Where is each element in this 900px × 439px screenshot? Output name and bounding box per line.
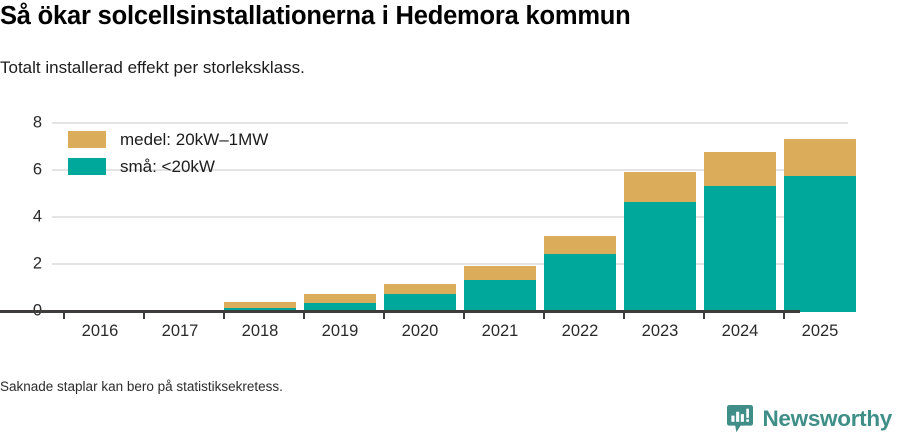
- bar-segment-small: [624, 201, 696, 312]
- x-tick-mark: [303, 311, 305, 319]
- bar-segment-small: [224, 307, 296, 312]
- legend-item-small[interactable]: små: <20kW: [68, 153, 268, 180]
- x-tick-label-2018: 2018: [241, 322, 279, 340]
- bar-2019[interactable]: [304, 293, 376, 312]
- bar-segment-medium: [544, 235, 616, 254]
- bar-2021[interactable]: [464, 266, 536, 312]
- legend-label-small: små: <20kW: [120, 156, 215, 176]
- y-tick-label: 8: [32, 113, 42, 132]
- x-tick-mark: [463, 311, 465, 319]
- x-tick-mark: [143, 311, 145, 319]
- y-tick-label: 4: [32, 207, 42, 226]
- x-tick-mark: [223, 311, 225, 319]
- chart-subtitle: Totalt installerad effekt per storlekskl…: [0, 58, 305, 77]
- bar-segment-medium: [304, 293, 376, 304]
- x-tick-label-2024: 2024: [721, 322, 759, 340]
- bar-segment-medium: [464, 266, 536, 281]
- y-tick-label: 6: [32, 160, 42, 179]
- bar-segment-small: [704, 185, 776, 312]
- bar-segment-small: [304, 303, 376, 312]
- plot-area: [52, 116, 848, 312]
- gridline: [52, 122, 848, 124]
- gridline: [52, 169, 848, 171]
- legend-swatch-small: [68, 158, 106, 175]
- x-tick-label-2023: 2023: [641, 322, 679, 340]
- bar-2018[interactable]: [224, 301, 296, 312]
- bar-segment-small: [384, 293, 456, 312]
- x-tick-mark: [543, 311, 545, 319]
- bar-2023[interactable]: [624, 171, 696, 312]
- bar-segment-small: [464, 280, 536, 312]
- legend-label-medium: medel: 20kW–1MW: [120, 129, 269, 149]
- bar-segment-small: [544, 253, 616, 312]
- bar-chart-speech-bubble-icon: [727, 405, 754, 433]
- x-tick-label-2019: 2019: [321, 322, 359, 340]
- x-tick-mark: [783, 311, 785, 319]
- bar-segment-medium: [384, 283, 456, 294]
- x-axis-line: [0, 310, 800, 313]
- x-tick-label-2020: 2020: [401, 322, 439, 340]
- bar-2022[interactable]: [544, 235, 616, 312]
- legend-swatch-medium: [68, 131, 106, 148]
- x-tick-label-2022: 2022: [561, 322, 599, 340]
- bar-segment-medium: [224, 301, 296, 308]
- footnote: Saknade staplar kan bero på statistiksek…: [0, 379, 283, 394]
- gridline: [52, 263, 848, 265]
- legend-item-medium[interactable]: medel: 20kW–1MW: [68, 126, 268, 153]
- bar-segment-medium: [704, 151, 776, 186]
- bar-segment-medium: [784, 138, 856, 177]
- legend: medel: 20kW–1MW små: <20kW: [68, 126, 268, 180]
- x-tick-mark: [383, 311, 385, 319]
- x-tick-mark: [623, 311, 625, 319]
- bar-segment-medium: [624, 171, 696, 202]
- newsworthy-wordmark: Newsworthy: [762, 406, 892, 431]
- bar-2020[interactable]: [384, 283, 456, 312]
- x-tick-mark: [63, 311, 65, 319]
- x-tick-mark: [703, 311, 705, 319]
- x-tick-label-2025: 2025: [801, 322, 839, 340]
- bar-segment-small: [784, 176, 856, 312]
- bar-2024[interactable]: [704, 151, 776, 312]
- x-tick-label-2021: 2021: [481, 322, 519, 340]
- page-title: Så ökar solcellsinstallationerna i Hedem…: [0, 2, 631, 30]
- x-tick-label-2016: 2016: [81, 322, 119, 340]
- y-tick-label: 2: [32, 254, 42, 273]
- newsworthy-logo[interactable]: Newsworthy: [727, 404, 892, 434]
- bar-2025[interactable]: [784, 138, 856, 312]
- gridline: [52, 216, 848, 218]
- x-tick-label-2017: 2017: [161, 322, 199, 340]
